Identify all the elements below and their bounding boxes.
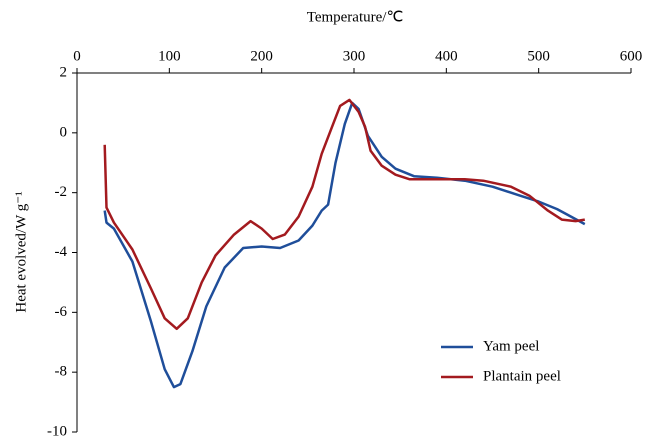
y-tick-label: -10 (47, 423, 67, 437)
y-tick-label: -2 (55, 184, 68, 200)
x-tick-label: 400 (435, 48, 458, 64)
y-tick-label: -8 (55, 364, 68, 380)
x-tick-label: 100 (158, 48, 181, 64)
x-tick-label: 300 (343, 48, 366, 64)
y-tick-label: 0 (60, 124, 68, 140)
line-series (103, 101, 586, 389)
y-tick-label: -6 (55, 304, 68, 320)
y-tick-label: -4 (55, 244, 68, 260)
x-tick-label: 0 (73, 48, 81, 64)
y-axis-title: Heat evolved/W g⁻¹ (13, 191, 29, 312)
x-tick-label: 600 (620, 48, 643, 64)
legend-label: Yam peel (483, 338, 539, 354)
legend-label: Plantain peel (483, 368, 561, 384)
x-tick-label: 200 (250, 48, 273, 64)
y-tick-label: 2 (60, 64, 68, 80)
line-series (103, 98, 586, 331)
x-axis-title: Temperature/℃ (307, 9, 404, 25)
x-tick-label: 500 (527, 48, 550, 64)
